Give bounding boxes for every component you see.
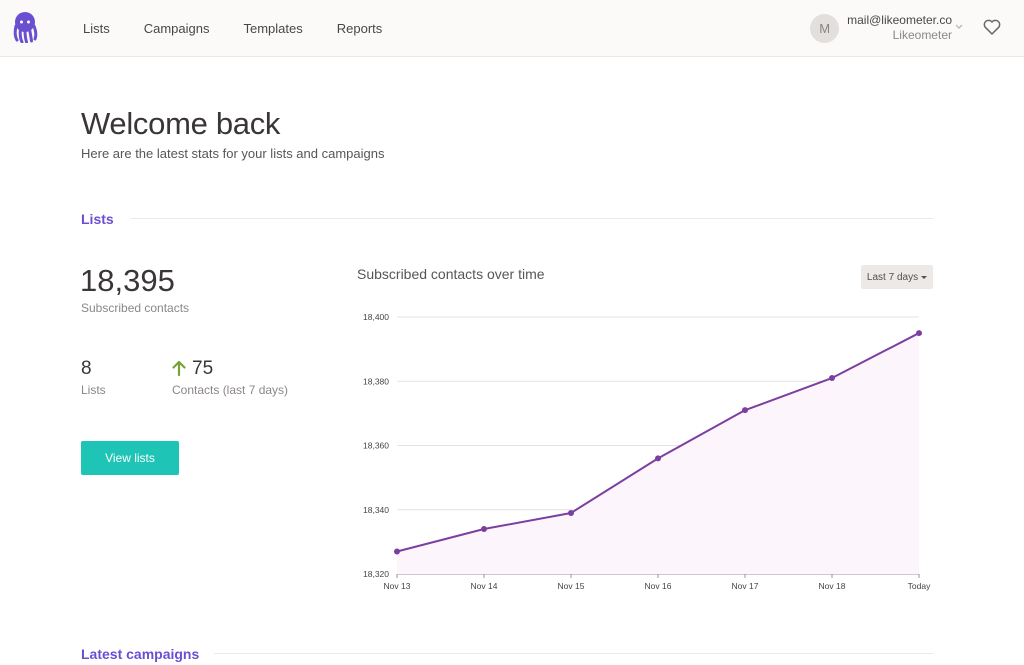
data-point — [916, 330, 922, 337]
chevron-down-icon — [955, 24, 963, 29]
y-tick-label: 18,340 — [363, 505, 389, 515]
x-tick-label: Nov 14 — [471, 581, 498, 591]
main-nav: Lists Campaigns Templates Reports — [83, 0, 416, 57]
data-point — [742, 407, 748, 414]
account-org: Likeometer — [892, 28, 952, 42]
x-tick-label: Today — [908, 581, 931, 591]
data-point — [481, 526, 487, 533]
account-menu[interactable]: M mail@likeometer.co Likeometer — [810, 12, 963, 44]
page-subtitle: Here are the latest stats for your lists… — [81, 146, 385, 161]
account-info: mail@likeometer.co Likeometer — [847, 13, 952, 43]
y-tick-label: 18,380 — [363, 376, 389, 386]
nav-templates[interactable]: Templates — [243, 21, 303, 36]
arrow-up-icon — [172, 360, 186, 376]
date-range-label: Last 7 days — [866, 271, 919, 283]
lists-count-label: Lists — [81, 383, 106, 397]
nav-reports[interactable]: Reports — [336, 21, 383, 36]
view-lists-button[interactable]: View lists — [81, 441, 179, 475]
caret-down-icon — [921, 275, 928, 279]
x-tick-label: Nov 15 — [558, 581, 585, 591]
data-point — [394, 548, 400, 555]
account-email: mail@likeometer.co — [847, 13, 952, 27]
avatar: M — [810, 13, 840, 43]
y-tick-label: 18,320 — [363, 569, 389, 579]
y-tick-label: 18,360 — [363, 441, 389, 451]
page-title: Welcome back — [81, 106, 281, 141]
y-tick-label: 18,400 — [363, 312, 389, 322]
subscribed-contacts-value: 18,395 — [80, 263, 175, 298]
data-point — [655, 455, 661, 462]
series-area — [397, 333, 919, 574]
section-title-lists: Lists — [81, 211, 114, 227]
date-range-dropdown[interactable]: Last 7 days — [861, 265, 933, 289]
nav-lists[interactable]: Lists — [83, 21, 110, 36]
subscribed-contacts-chart: 18,320 18,340 18,360 18,380 18,400 Nov 13 Nov … — [363, 312, 931, 591]
lists-count-value: 8 — [81, 358, 92, 379]
octopus-logo-icon[interactable] — [12, 11, 38, 43]
x-tick-label: Nov 18 — [819, 581, 846, 591]
data-point — [568, 509, 574, 516]
x-tick-label: Nov 16 — [645, 581, 672, 591]
contacts-delta-label: Contacts (last 7 days) — [172, 383, 289, 397]
section-divider — [214, 653, 933, 654]
x-tick-label: Nov 13 — [384, 581, 411, 591]
data-point — [829, 375, 835, 382]
subscribed-contacts-label: Subscribed contacts — [81, 301, 190, 315]
x-tick-label: Nov 17 — [732, 581, 759, 591]
contacts-delta-value: 75 — [192, 358, 214, 379]
heart-icon[interactable] — [982, 17, 1002, 37]
section-title-latest-campaigns: Latest campaigns — [81, 646, 200, 662]
chart-title: Subscribed contacts over time — [357, 266, 545, 282]
section-divider — [131, 218, 933, 219]
top-navigation-bar: Lists Campaigns Templates Reports M mail… — [0, 0, 1024, 57]
nav-campaigns[interactable]: Campaigns — [143, 21, 210, 36]
